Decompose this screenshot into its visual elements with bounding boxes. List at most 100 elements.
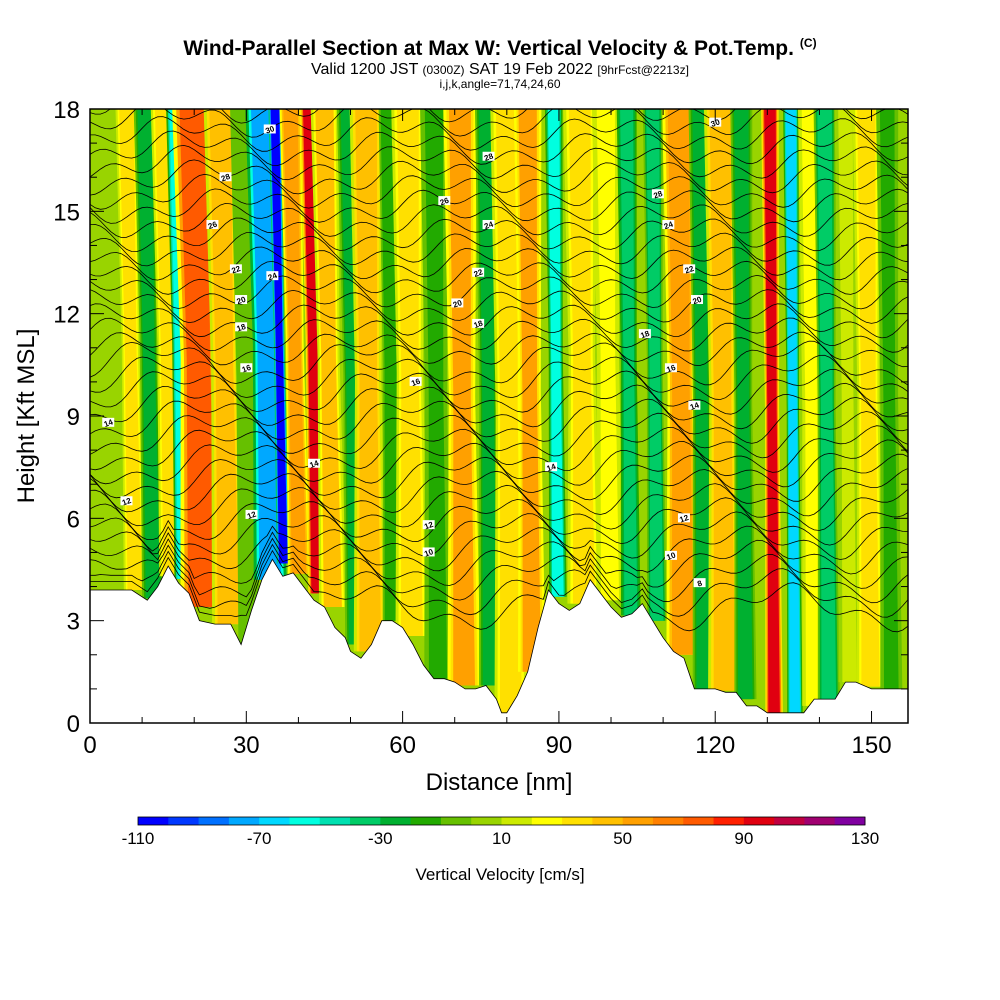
velocity-band-0-level-2 [96, 109, 124, 590]
velocity-band-37-level-2 [879, 109, 899, 689]
colorbar-swatch-6 [319, 817, 351, 825]
contour-label-28: 16 [664, 363, 677, 374]
chart-subtitle: Valid 1200 JST (0300Z) SAT 19 Feb 2022 [… [0, 61, 1000, 79]
contour-label-text-23: 28 [652, 189, 664, 201]
theta-contour-17 [90, 340, 908, 386]
x-tick-label-30: 30 [233, 732, 260, 759]
colorbar-swatch-5 [289, 817, 321, 825]
velocity-band-32-level-2 [785, 109, 800, 713]
contour-label-text-30: 12 [678, 513, 690, 525]
terrain-shape [89, 558, 909, 724]
colorbar-swatch-2 [198, 817, 230, 825]
contour-label-bg-0 [263, 124, 276, 134]
velocity-band-23-level-2 [568, 109, 595, 604]
contour-label-10: 12 [120, 496, 133, 508]
contour-label-bg-13 [438, 196, 451, 206]
contour-label-bg-19 [422, 520, 435, 530]
velocity-band-2-level-2 [137, 109, 161, 599]
contour-label-bg-2 [206, 219, 219, 229]
contour-label-bg-14 [482, 219, 495, 229]
contour-label-text-25: 22 [684, 264, 696, 276]
contour-label-bg-5 [235, 295, 248, 305]
forecast-info: [9hrFcst@2213z] [597, 63, 689, 77]
y-axis-label: Height [Kft MSL] [13, 329, 40, 504]
contour-label-24: 24 [662, 219, 675, 231]
velocity-band-35-level-2 [838, 109, 857, 683]
contour-label-bg-32 [693, 578, 706, 588]
contour-label-22: 30 [709, 117, 722, 129]
theta-contour-4 [90, 525, 908, 575]
theta-contour-18 [90, 331, 908, 368]
colorbar-tick-label-3: 10 [492, 829, 511, 848]
colorbar-swatch-4 [259, 817, 290, 825]
velocity-band-25-level-2 [620, 109, 638, 616]
velocity-band-3-level-2 [154, 109, 180, 577]
y-tick-label-12: 12 [53, 302, 80, 329]
contour-label-9: 14 [308, 458, 320, 470]
theta-contour-13 [90, 396, 908, 444]
contour-label-2: 26 [206, 219, 219, 232]
contour-label-bg-31 [664, 550, 677, 560]
contour-label-31: 10 [664, 550, 677, 562]
colorbar-swatch-7 [350, 817, 381, 825]
theta-contour-34 [90, 109, 908, 138]
y-tick-label-6: 6 [67, 506, 80, 533]
contour-label-bg-29 [688, 400, 701, 410]
contour-label-0: 30 [263, 124, 276, 136]
theta-contour-28 [90, 188, 908, 224]
contour-label-text-21: 14 [546, 462, 558, 474]
velocity-band-28-level-2 [692, 109, 712, 689]
theta-contour-16 [90, 354, 908, 400]
x-tick-label-120: 120 [695, 732, 735, 759]
theta-contour-29 [90, 173, 908, 210]
y-tick-label-18: 18 [53, 97, 80, 124]
velocity-band-6-level-2 [209, 109, 240, 625]
contour-label-text-8: 14 [103, 417, 115, 429]
colorbar-swatch-23 [834, 817, 866, 825]
contour-label-text-3: 22 [230, 264, 242, 276]
contour-label-text-0: 30 [264, 124, 276, 136]
contour-label-bg-27 [638, 329, 651, 339]
contour-label-bg-28 [664, 363, 677, 373]
theta-contours [90, 109, 908, 633]
contour-label-text-7: 16 [241, 363, 253, 375]
contour-label-text-2: 26 [207, 220, 219, 232]
theta-contour-27 [90, 202, 908, 238]
velocity-band-14-level-2 [355, 109, 382, 652]
contour-label-text-20: 10 [423, 547, 435, 559]
theta-contour-25 [90, 232, 908, 267]
contour-label-26: 20 [690, 295, 703, 307]
contour-label-6: 18 [235, 322, 248, 334]
theta-contour-32 [90, 130, 908, 166]
contour-label-bg-6 [235, 322, 248, 332]
theta-contour-0 [90, 549, 908, 633]
contour-label-text-10: 12 [121, 496, 133, 508]
colorbar-swatch-14 [562, 817, 593, 825]
contour-label-15: 22 [472, 267, 485, 279]
colorbar-swatch-22 [804, 817, 836, 825]
theta-contour-10 [90, 439, 908, 488]
contour-label-30: 12 [677, 513, 690, 525]
colorbar-tick-label-6: 130 [851, 829, 879, 848]
colorbar-label: Vertical Velocity [cm/s] [415, 865, 584, 884]
section-indices: i,j,k,angle=71,74,24,60 [439, 77, 561, 91]
contour-label-bg-23 [651, 189, 664, 199]
colorbar-swatch-20 [743, 817, 775, 825]
colorbar-swatch-21 [774, 817, 805, 825]
contour-label-16: 20 [451, 298, 464, 310]
y-tick-label-3: 3 [67, 609, 80, 636]
contour-label-bg-24 [662, 219, 675, 229]
theta-contour-24 [90, 246, 908, 281]
velocity-band-10-level-2 [283, 109, 307, 574]
theta-contour-31 [90, 144, 908, 181]
copyright-mark: (C) [799, 36, 817, 50]
contour-label-text-31: 10 [665, 550, 677, 562]
contour-label-3: 22 [229, 264, 242, 276]
contour-label-text-26: 20 [691, 295, 703, 307]
colorbar-swatch-17 [652, 817, 684, 825]
y-tick-label-15: 15 [53, 199, 80, 226]
contour-label-7: 16 [240, 363, 253, 375]
terrain-mask [89, 558, 909, 724]
colorbar-swatch-8 [380, 817, 412, 825]
